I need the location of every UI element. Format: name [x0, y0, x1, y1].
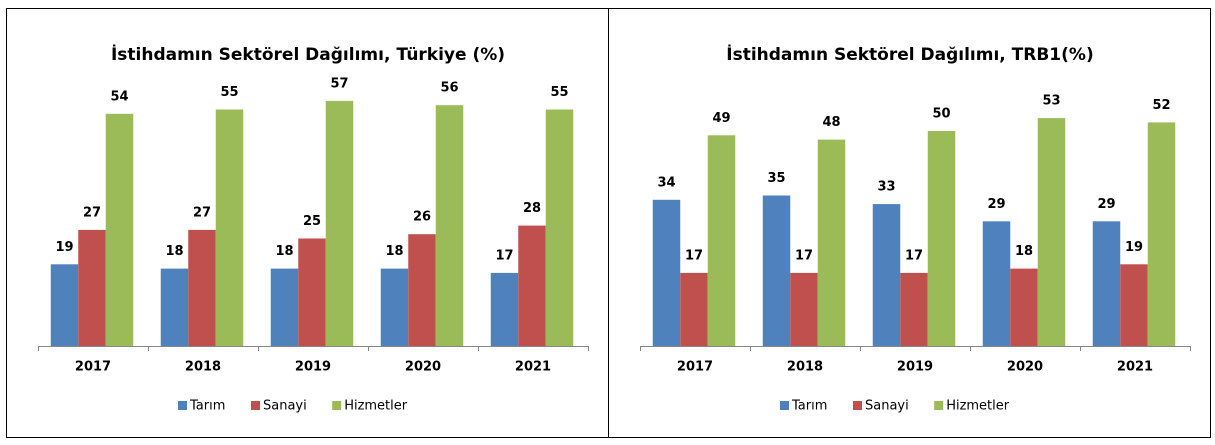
bar: [927, 131, 956, 346]
data-label: 18: [1015, 244, 1033, 259]
x-tick-label: 2021: [515, 360, 551, 375]
bar: [872, 204, 901, 346]
data-label: 56: [440, 81, 458, 96]
bar: [105, 113, 134, 346]
data-label: 57: [330, 76, 348, 91]
bar: [298, 238, 326, 346]
data-label: 54: [110, 89, 128, 104]
bar: [1120, 264, 1148, 346]
data-label: 55: [550, 85, 568, 100]
x-tick-label: 2020: [405, 360, 441, 375]
legend-swatch: [853, 401, 862, 410]
legend-label: Sanayi: [865, 399, 909, 414]
data-label: 26: [413, 210, 431, 225]
bar: [490, 272, 519, 346]
bar: [1037, 118, 1066, 346]
legend-label: Sanayi: [263, 399, 307, 414]
bar: [380, 268, 409, 346]
bar: [762, 195, 791, 346]
legend-label: Hizmetler: [946, 399, 1010, 414]
bar: [790, 272, 818, 346]
data-label: 18: [275, 244, 293, 259]
data-label: 17: [685, 248, 703, 263]
data-label: 48: [822, 115, 840, 130]
data-label: 28: [523, 201, 541, 216]
x-tick-label: 2017: [75, 360, 111, 375]
chart-title: İstihdamın Sektörel Dağılımı, Türkiye (%…: [111, 43, 505, 65]
bar: [1092, 221, 1121, 346]
data-label: 17: [495, 248, 513, 263]
data-label: 25: [303, 214, 321, 229]
bar: [900, 272, 928, 346]
x-tick-label: 2021: [1117, 360, 1153, 375]
panel-border: [608, 8, 1211, 438]
data-label: 29: [1097, 197, 1115, 212]
bar: [1010, 268, 1038, 346]
data-label: 17: [795, 248, 813, 263]
data-label: 19: [55, 240, 73, 255]
data-label: 29: [987, 197, 1005, 212]
data-label: 18: [385, 244, 403, 259]
bar: [160, 268, 189, 346]
bar: [652, 199, 681, 346]
data-label: 27: [193, 205, 211, 220]
bar: [545, 109, 574, 346]
bar: [1147, 122, 1176, 347]
legend-swatch: [251, 401, 260, 410]
x-tick-label: 2020: [1007, 360, 1043, 375]
legend-label: Tarım: [189, 399, 225, 414]
data-label: 34: [657, 175, 675, 190]
legend-label: Hizmetler: [344, 399, 408, 414]
data-label: 17: [905, 248, 923, 263]
data-label: 52: [1152, 98, 1170, 113]
bar: [215, 109, 244, 346]
x-tick-label: 2019: [295, 360, 331, 375]
legend-swatch: [934, 401, 944, 410]
data-label: 55: [220, 85, 238, 100]
data-label: 19: [1125, 240, 1143, 255]
bar: [78, 229, 106, 346]
bar: [982, 221, 1011, 346]
legend-swatch: [178, 401, 187, 410]
data-label: 49: [712, 111, 730, 126]
bar: [518, 225, 546, 346]
x-tick-label: 2017: [677, 360, 713, 375]
data-label: 50: [932, 107, 950, 122]
chart-title: İstihdamın Sektörel Dağılımı, TRB1(%): [726, 43, 1093, 65]
data-label: 27: [83, 205, 101, 220]
data-label: 35: [767, 171, 785, 186]
data-label: 53: [1042, 94, 1060, 109]
legend-swatch: [332, 401, 342, 410]
x-tick-label: 2018: [787, 360, 823, 375]
bar: [435, 105, 464, 346]
bar: [707, 135, 736, 346]
bar: [817, 139, 846, 346]
x-tick-label: 2018: [185, 360, 221, 375]
legend-label: Tarım: [791, 399, 827, 414]
legend-swatch: [780, 401, 789, 410]
bar: [408, 234, 436, 346]
bar: [325, 100, 354, 347]
data-label: 18: [165, 244, 183, 259]
bar: [680, 272, 708, 346]
bar: [188, 229, 216, 346]
x-tick-label: 2019: [897, 360, 933, 375]
bar: [270, 268, 299, 346]
bar: [50, 264, 79, 346]
data-label: 33: [877, 180, 895, 195]
